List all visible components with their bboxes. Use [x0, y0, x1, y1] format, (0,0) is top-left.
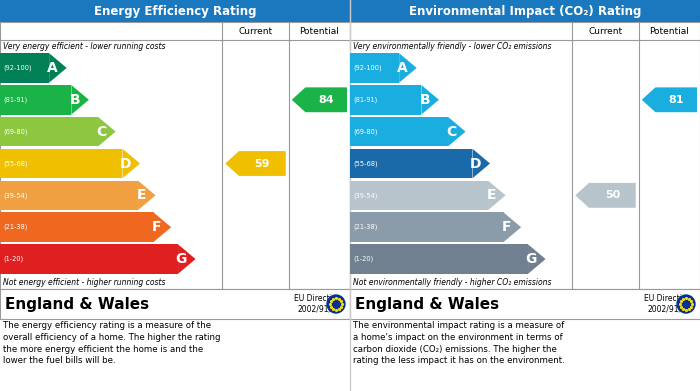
- Text: 84: 84: [318, 95, 334, 105]
- Polygon shape: [98, 117, 116, 146]
- Text: G: G: [526, 252, 537, 266]
- Text: England & Wales: England & Wales: [355, 296, 499, 312]
- Text: F: F: [502, 220, 512, 234]
- Text: Potential: Potential: [300, 27, 339, 36]
- Polygon shape: [399, 53, 416, 83]
- Bar: [350, 0, 700, 22]
- Text: England & Wales: England & Wales: [5, 296, 149, 312]
- Text: EU Directive
2002/91/EC: EU Directive 2002/91/EC: [645, 294, 692, 314]
- Text: Potential: Potential: [650, 27, 690, 36]
- Text: (92-100): (92-100): [353, 65, 382, 71]
- Bar: [350, 181, 488, 210]
- Text: A: A: [47, 61, 57, 75]
- Polygon shape: [122, 149, 140, 178]
- Text: C: C: [96, 125, 106, 139]
- Bar: [0, 53, 49, 83]
- Text: (81-91): (81-91): [3, 97, 27, 103]
- Polygon shape: [448, 117, 466, 146]
- Text: Not environmentally friendly - higher CO₂ emissions: Not environmentally friendly - higher CO…: [353, 278, 552, 287]
- Bar: [0, 22, 350, 289]
- Bar: [0, 117, 98, 146]
- Bar: [350, 289, 700, 319]
- Polygon shape: [642, 87, 697, 112]
- Text: (55-68): (55-68): [353, 160, 377, 167]
- Text: Very energy efficient - lower running costs: Very energy efficient - lower running co…: [3, 42, 165, 51]
- Polygon shape: [528, 244, 545, 274]
- Bar: [0, 85, 71, 115]
- Text: 50: 50: [605, 190, 620, 200]
- Text: The energy efficiency rating is a measure of the
overall efficiency of a home. T: The energy efficiency rating is a measur…: [3, 321, 220, 366]
- Text: (92-100): (92-100): [3, 65, 31, 71]
- Text: (21-38): (21-38): [353, 224, 377, 230]
- Text: Very environmentally friendly - lower CO₂ emissions: Very environmentally friendly - lower CO…: [353, 42, 552, 51]
- Text: Environmental Impact (CO₂) Rating: Environmental Impact (CO₂) Rating: [409, 5, 641, 18]
- Text: E: E: [136, 188, 146, 203]
- Bar: [350, 53, 399, 83]
- Polygon shape: [225, 151, 286, 176]
- Text: (81-91): (81-91): [353, 97, 377, 103]
- Text: EU Directive
2002/91/EC: EU Directive 2002/91/EC: [295, 294, 342, 314]
- Text: (55-68): (55-68): [3, 160, 27, 167]
- Bar: [350, 85, 421, 115]
- Text: 59: 59: [255, 158, 270, 169]
- Polygon shape: [503, 212, 521, 242]
- Polygon shape: [153, 212, 171, 242]
- Text: C: C: [446, 125, 456, 139]
- Bar: [350, 149, 472, 178]
- Text: E: E: [486, 188, 496, 203]
- Circle shape: [327, 295, 345, 313]
- Text: B: B: [419, 93, 430, 107]
- Polygon shape: [488, 181, 505, 210]
- Text: (21-38): (21-38): [3, 224, 27, 230]
- Text: Current: Current: [239, 27, 272, 36]
- Bar: [350, 22, 700, 289]
- Text: The environmental impact rating is a measure of
a home's impact on the environme: The environmental impact rating is a mea…: [353, 321, 565, 366]
- Bar: [0, 0, 350, 22]
- Text: Current: Current: [589, 27, 622, 36]
- Text: (39-54): (39-54): [353, 192, 377, 199]
- Text: D: D: [120, 156, 132, 170]
- Text: Not energy efficient - higher running costs: Not energy efficient - higher running co…: [3, 278, 165, 287]
- Text: (1-20): (1-20): [3, 256, 23, 262]
- Text: D: D: [470, 156, 482, 170]
- Bar: [0, 181, 138, 210]
- Polygon shape: [49, 53, 66, 83]
- Polygon shape: [138, 181, 155, 210]
- Text: F: F: [152, 220, 162, 234]
- Polygon shape: [178, 244, 195, 274]
- Polygon shape: [575, 183, 636, 208]
- Text: 81: 81: [668, 95, 684, 105]
- Text: (1-20): (1-20): [353, 256, 373, 262]
- Bar: [0, 289, 350, 319]
- Bar: [0, 149, 122, 178]
- Text: (69-80): (69-80): [353, 128, 377, 135]
- Text: A: A: [397, 61, 407, 75]
- Polygon shape: [421, 85, 439, 115]
- Bar: [350, 244, 528, 274]
- Text: (39-54): (39-54): [3, 192, 27, 199]
- Bar: [350, 212, 503, 242]
- Text: (69-80): (69-80): [3, 128, 27, 135]
- Text: G: G: [176, 252, 187, 266]
- Polygon shape: [71, 85, 89, 115]
- Circle shape: [677, 295, 695, 313]
- Text: Energy Efficiency Rating: Energy Efficiency Rating: [94, 5, 256, 18]
- Bar: [0, 212, 153, 242]
- Polygon shape: [292, 87, 347, 112]
- Text: B: B: [69, 93, 80, 107]
- Polygon shape: [473, 149, 490, 178]
- Bar: [0, 244, 178, 274]
- Bar: [350, 117, 448, 146]
